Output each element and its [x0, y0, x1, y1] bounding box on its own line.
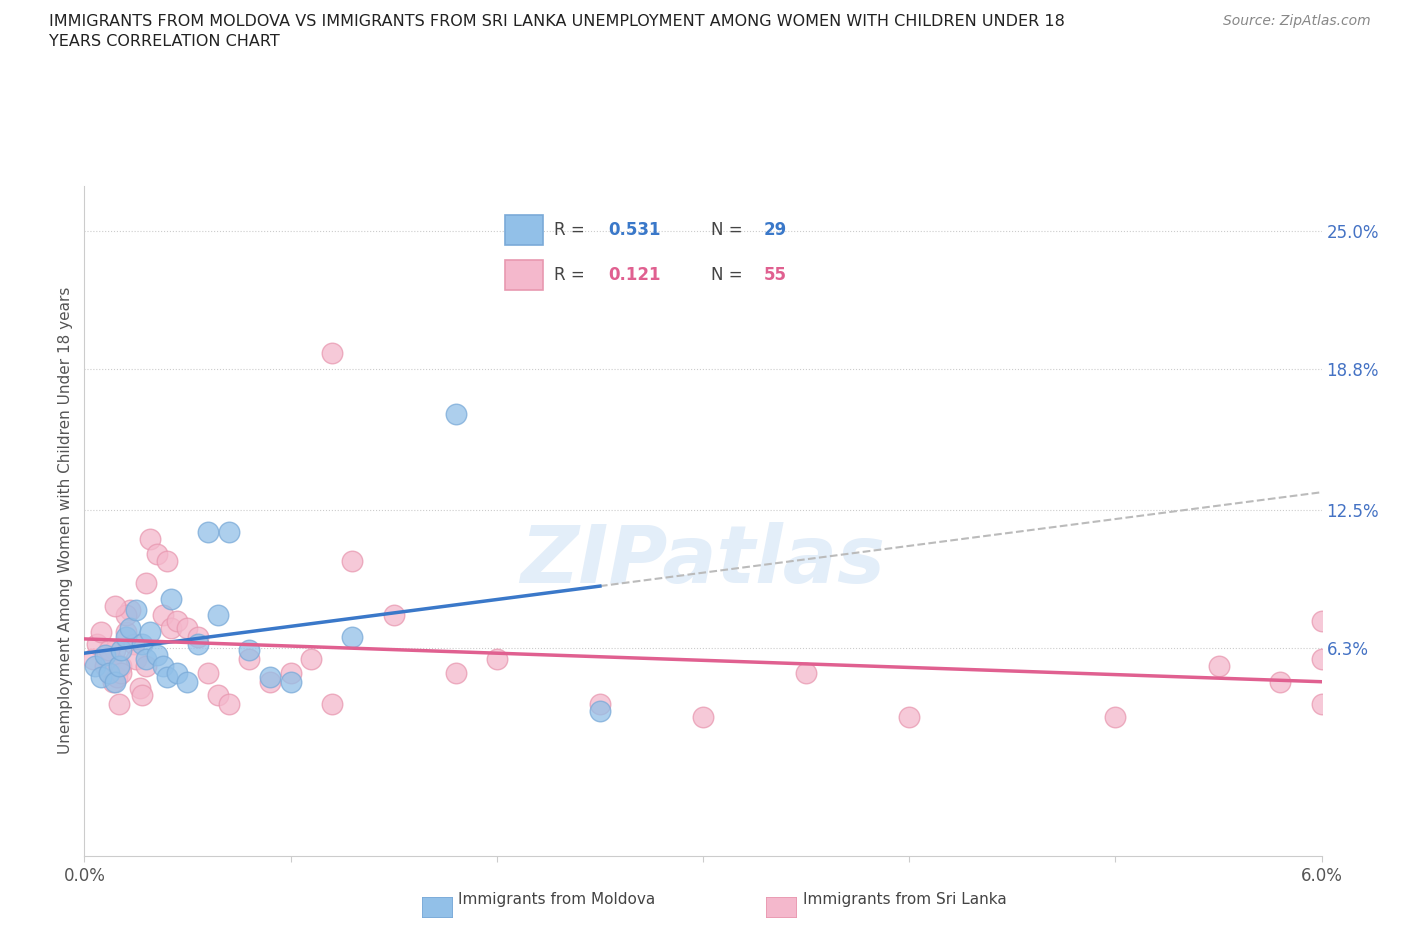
Point — [156, 670, 179, 684]
Point — [114, 630, 136, 644]
Point — [794, 665, 817, 680]
Point — [1270, 674, 1292, 689]
Point — [207, 607, 229, 622]
Point — [152, 658, 174, 673]
Point — [90, 670, 112, 684]
Point — [1310, 652, 1333, 667]
Point — [589, 697, 612, 711]
Point — [280, 674, 302, 689]
Point — [160, 620, 183, 635]
Point — [129, 681, 152, 696]
Point — [238, 643, 260, 658]
FancyBboxPatch shape — [422, 897, 453, 918]
Point — [187, 630, 209, 644]
Point — [105, 670, 128, 684]
Point — [135, 658, 157, 673]
Point — [197, 525, 219, 539]
Y-axis label: Unemployment Among Women with Children Under 18 years: Unemployment Among Women with Children U… — [58, 287, 73, 754]
Point — [160, 591, 183, 606]
Point — [110, 658, 132, 673]
Point — [108, 658, 131, 673]
Point — [176, 620, 198, 635]
Point — [118, 620, 141, 635]
Point — [342, 553, 364, 568]
Point — [131, 636, 153, 651]
Point — [83, 658, 105, 673]
Point — [86, 636, 108, 651]
Point — [898, 710, 921, 724]
Point — [104, 643, 127, 658]
Point — [259, 674, 281, 689]
Point — [1104, 710, 1126, 724]
Point — [110, 665, 132, 680]
Point — [125, 603, 148, 618]
Point — [382, 607, 405, 622]
Point — [94, 647, 117, 662]
Text: 6.0%: 6.0% — [1301, 867, 1343, 884]
Point — [166, 665, 188, 680]
Point — [110, 643, 132, 658]
Point — [152, 607, 174, 622]
Point — [218, 697, 240, 711]
Point — [259, 670, 281, 684]
Point — [98, 665, 121, 680]
Point — [114, 607, 136, 622]
Point — [145, 547, 167, 562]
Point — [444, 406, 467, 421]
Text: 0.0%: 0.0% — [63, 867, 105, 884]
Point — [1310, 697, 1333, 711]
Point — [444, 665, 467, 680]
Point — [114, 625, 136, 640]
Point — [280, 665, 302, 680]
Point — [145, 647, 167, 662]
Point — [218, 525, 240, 539]
FancyBboxPatch shape — [766, 897, 797, 918]
Point — [100, 652, 122, 667]
Text: Source: ZipAtlas.com: Source: ZipAtlas.com — [1223, 14, 1371, 28]
Point — [156, 553, 179, 568]
Point — [692, 710, 714, 724]
Point — [1208, 658, 1230, 673]
Text: IMMIGRANTS FROM MOLDOVA VS IMMIGRANTS FROM SRI LANKA UNEMPLOYMENT AMONG WOMEN WI: IMMIGRANTS FROM MOLDOVA VS IMMIGRANTS FR… — [49, 14, 1066, 48]
Point — [135, 652, 157, 667]
Point — [1310, 614, 1333, 629]
Point — [103, 674, 125, 689]
Point — [139, 531, 162, 546]
Text: ZIPatlas: ZIPatlas — [520, 522, 886, 600]
Point — [238, 652, 260, 667]
Point — [589, 703, 612, 718]
Point — [125, 652, 148, 667]
Point — [135, 576, 157, 591]
Point — [98, 643, 121, 658]
Point — [94, 658, 117, 673]
Point — [166, 614, 188, 629]
Point — [82, 652, 104, 667]
Point — [342, 630, 364, 644]
Point — [176, 674, 198, 689]
Point — [131, 687, 153, 702]
Text: Immigrants from Sri Lanka: Immigrants from Sri Lanka — [803, 892, 1007, 907]
Point — [118, 603, 141, 618]
Text: Immigrants from Moldova: Immigrants from Moldova — [458, 892, 655, 907]
Point — [98, 665, 121, 680]
Point — [197, 665, 219, 680]
Point — [299, 652, 322, 667]
Point — [122, 636, 145, 651]
Point — [96, 647, 118, 662]
Point — [90, 625, 112, 640]
Point — [108, 697, 131, 711]
Point — [485, 652, 508, 667]
Point — [104, 598, 127, 613]
Point — [321, 697, 343, 711]
Point — [207, 687, 229, 702]
Point — [104, 674, 127, 689]
Point — [187, 636, 209, 651]
Point — [139, 625, 162, 640]
Point — [321, 346, 343, 361]
